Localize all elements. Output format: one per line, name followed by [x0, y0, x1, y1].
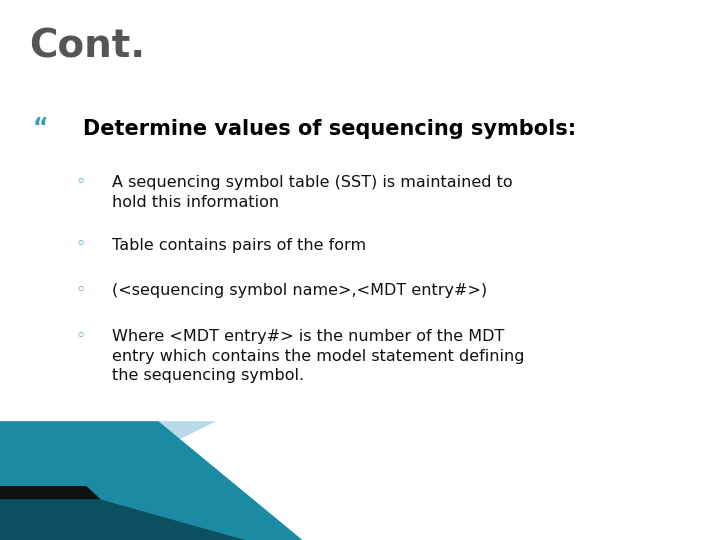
Text: ◦: ◦ — [76, 235, 86, 253]
Text: ◦: ◦ — [76, 281, 86, 299]
Polygon shape — [0, 421, 302, 540]
Text: A sequencing symbol table (SST) is maintained to
hold this information: A sequencing symbol table (SST) is maint… — [112, 176, 512, 210]
Text: Table contains pairs of the form: Table contains pairs of the form — [112, 238, 366, 253]
Polygon shape — [0, 421, 216, 486]
Text: Where <MDT entry#> is the number of the MDT
entry which contains the model state: Where <MDT entry#> is the number of the … — [112, 329, 524, 383]
Polygon shape — [0, 486, 101, 500]
Text: Cont.: Cont. — [29, 27, 145, 65]
Polygon shape — [0, 500, 245, 540]
Text: “: “ — [32, 116, 48, 140]
Text: Determine values of sequencing symbols:: Determine values of sequencing symbols: — [83, 119, 576, 139]
Text: ◦: ◦ — [76, 173, 86, 191]
Text: ◦: ◦ — [76, 327, 86, 345]
Text: (<sequencing symbol name>,<MDT entry#>): (<sequencing symbol name>,<MDT entry#>) — [112, 284, 487, 299]
